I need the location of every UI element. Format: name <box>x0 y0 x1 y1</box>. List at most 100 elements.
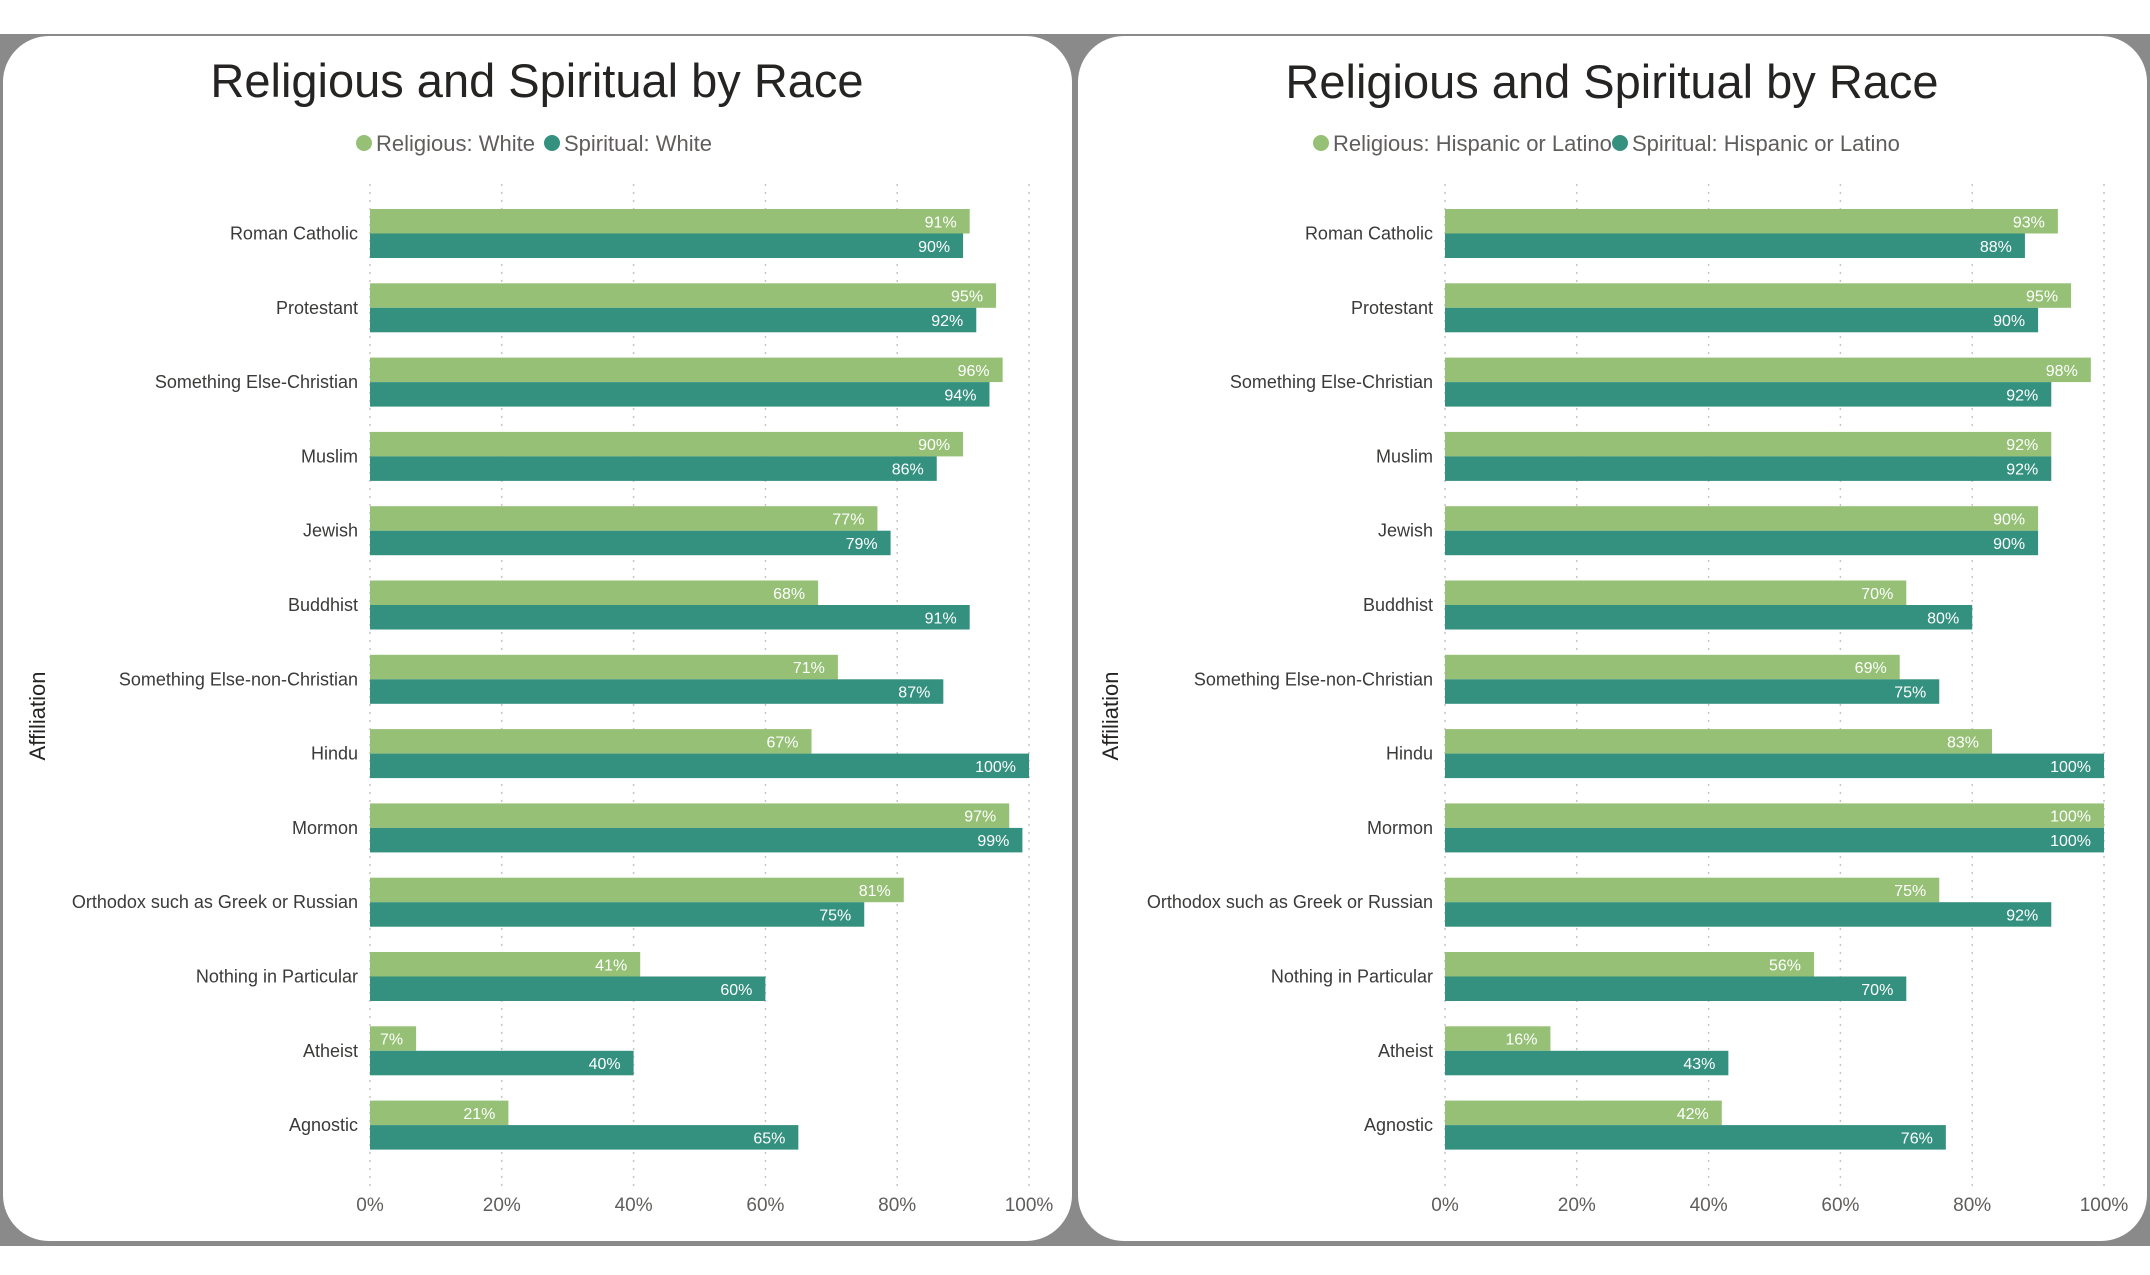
data-label: 92% <box>2006 437 2038 454</box>
data-label: 100% <box>2050 833 2091 850</box>
religious-bar-hindu <box>1445 729 1992 754</box>
category-label-muslim: Muslim <box>301 446 358 466</box>
chart-card-hispanic[interactable]: Religious and Spiritual by Race Religiou… <box>1078 36 2147 1241</box>
x-tick-label: 0% <box>1431 1195 1459 1216</box>
x-tick-label: 60% <box>1821 1195 1859 1216</box>
data-label: 75% <box>1894 883 1926 900</box>
spiritual-bar-roman-catholic <box>1445 233 2025 258</box>
religious-bar-nothing-in-particular <box>1445 952 1815 977</box>
y-axis-title: Affiliation <box>25 672 50 761</box>
religious-bar-orthodox-such-as-greek-or-russian <box>370 877 904 903</box>
data-label: 90% <box>1993 511 2025 528</box>
religious-bar-muslim <box>1445 431 2052 457</box>
spiritual-bar-muslim <box>370 456 937 481</box>
category-label-jewish: Jewish <box>303 521 358 541</box>
religious-bar-jewish <box>1445 506 2039 531</box>
data-label: 95% <box>951 289 983 306</box>
category-label-nothing-in-particular: Nothing in Particular <box>196 967 358 987</box>
spiritual-bar-jewish <box>370 530 891 556</box>
data-label: 92% <box>2006 907 2038 924</box>
legend-label-religious[interactable]: Religious: White <box>376 131 535 156</box>
chart-card-white[interactable]: Religious and Spiritual by Race Religiou… <box>3 36 1072 1241</box>
religious-bar-mormon <box>1445 803 2104 828</box>
data-label: 99% <box>977 833 1009 850</box>
category-label-roman-catholic: Roman Catholic <box>230 224 358 244</box>
data-label: 70% <box>1861 586 1893 603</box>
religious-bar-protestant <box>1445 283 2072 308</box>
y-axis-title: Affiliation <box>1098 672 1123 761</box>
spiritual-bar-orthodox-such-as-greek-or-russian <box>1445 902 2052 927</box>
legend-label-religious[interactable]: Religious: Hispanic or Latino <box>1333 131 1612 156</box>
data-label: 90% <box>918 437 950 454</box>
x-tick-label: 40% <box>615 1195 653 1216</box>
category-label-agnostic: Agnostic <box>289 1115 358 1135</box>
x-tick-label: 20% <box>1558 1195 1596 1216</box>
category-label-protestant: Protestant <box>276 298 358 318</box>
data-label: 60% <box>720 982 752 999</box>
legend-marker-spiritual <box>544 135 560 151</box>
data-label: 100% <box>2050 809 2091 826</box>
spiritual-bar-something-else-non-christian <box>370 679 944 704</box>
legend-marker-religious <box>356 135 372 151</box>
chart-title: Religious and Spiritual by Race <box>1285 55 1938 108</box>
data-label: 40% <box>589 1056 621 1073</box>
data-label: 93% <box>2013 214 2045 231</box>
data-label: 88% <box>1980 239 2012 256</box>
x-tick-label: 100% <box>2080 1195 2129 1216</box>
spiritual-bar-agnostic <box>370 1125 799 1150</box>
spiritual-bar-mormon <box>370 827 1023 853</box>
data-label: 92% <box>931 313 963 330</box>
religious-bar-roman-catholic <box>1445 209 2058 234</box>
data-label: 100% <box>2050 759 2091 776</box>
data-label: 92% <box>2006 462 2038 479</box>
x-tick-label: 40% <box>1690 1195 1728 1216</box>
x-tick-label: 60% <box>746 1195 784 1216</box>
category-label-nothing-in-particular: Nothing in Particular <box>1271 967 1433 987</box>
data-label: 81% <box>859 883 891 900</box>
data-label: 98% <box>2046 363 2078 380</box>
spiritual-bar-roman-catholic <box>370 233 964 258</box>
data-label: 68% <box>773 586 805 603</box>
category-label-mormon: Mormon <box>1367 818 1433 838</box>
spiritual-bar-buddhist <box>1445 605 1973 630</box>
religious-bar-nothing-in-particular <box>370 952 641 977</box>
category-label-muslim: Muslim <box>1376 446 1433 466</box>
category-label-something-else-christian: Something Else-Christian <box>155 372 358 392</box>
religious-bar-roman-catholic <box>370 209 970 234</box>
data-label: 97% <box>964 809 996 826</box>
data-label: 94% <box>944 387 976 404</box>
spiritual-bar-buddhist <box>370 605 970 630</box>
data-label: 96% <box>958 363 990 380</box>
data-label: 75% <box>1894 685 1926 702</box>
spiritual-bar-mormon <box>1445 827 2104 853</box>
legend-label-spiritual[interactable]: Spiritual: Hispanic or Latino <box>1632 131 1900 156</box>
religious-bar-something-else-non-christian <box>370 654 838 680</box>
category-label-hindu: Hindu <box>1386 744 1433 764</box>
data-label: 95% <box>2026 289 2058 306</box>
religious-bar-mormon <box>370 803 1010 828</box>
legend-marker-spiritual <box>1612 135 1628 151</box>
religious-bar-something-else-christian <box>370 357 1003 383</box>
religious-bar-atheist <box>1445 1026 1551 1051</box>
category-label-something-else-non-christian: Something Else-non-Christian <box>1194 669 1433 689</box>
legend-marker-religious <box>1313 135 1329 151</box>
x-tick-label: 0% <box>356 1195 384 1216</box>
spiritual-bar-hindu <box>370 753 1029 779</box>
category-label-atheist: Atheist <box>303 1041 358 1061</box>
data-label: 67% <box>766 734 798 751</box>
spiritual-bar-orthodox-such-as-greek-or-russian <box>370 902 865 927</box>
category-label-roman-catholic: Roman Catholic <box>1305 224 1433 244</box>
x-tick-label: 80% <box>878 1195 916 1216</box>
chart-title: Religious and Spiritual by Race <box>210 54 863 107</box>
spiritual-bar-protestant <box>1445 307 2039 333</box>
category-label-jewish: Jewish <box>1378 521 1433 541</box>
spiritual-bar-muslim <box>1445 456 2052 481</box>
data-label: 70% <box>1861 982 1893 999</box>
category-label-mormon: Mormon <box>292 818 358 838</box>
data-label: 41% <box>595 957 627 974</box>
legend-label-spiritual[interactable]: Spiritual: White <box>564 131 712 156</box>
data-label: 86% <box>892 462 924 479</box>
data-label: 92% <box>2006 387 2038 404</box>
category-label-protestant: Protestant <box>1351 298 1433 318</box>
data-label: 77% <box>832 511 864 528</box>
